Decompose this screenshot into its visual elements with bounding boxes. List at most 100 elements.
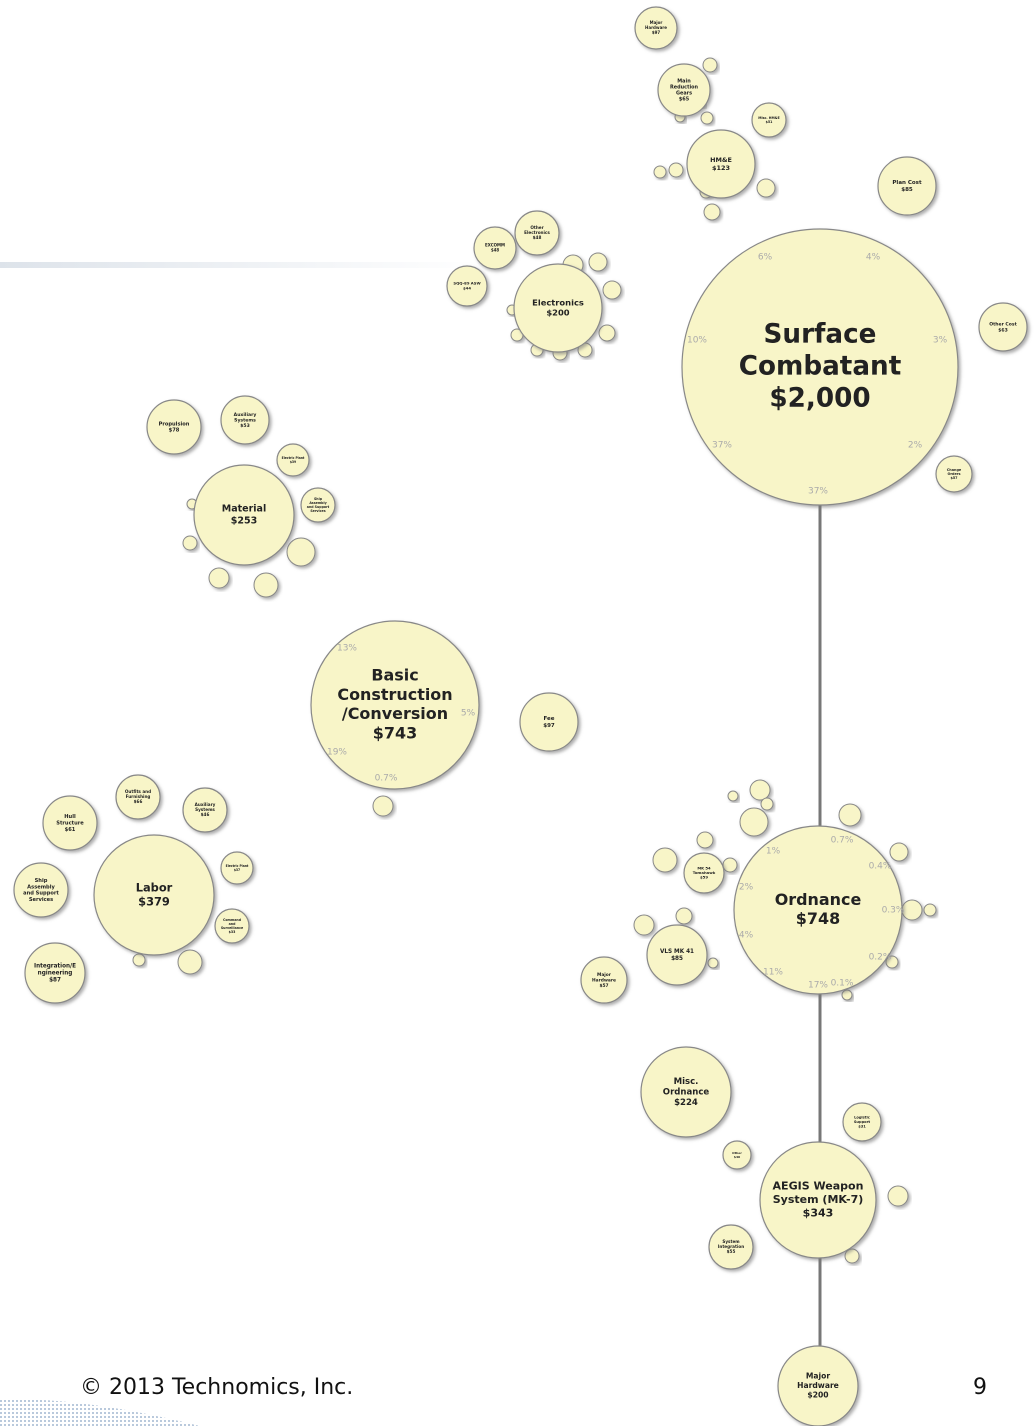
bubble-label: Gears — [676, 91, 692, 97]
percent-label: 13% — [337, 644, 357, 654]
bubble — [514, 210, 560, 256]
small-bubble — [700, 111, 714, 125]
small-bubbles — [132, 57, 937, 1264]
percent-label: 5% — [461, 709, 476, 719]
small-bubble — [760, 797, 774, 811]
bubble-label: Ship — [314, 497, 323, 501]
bubble-label: $57 — [950, 476, 958, 480]
bubble-label: /Conversion — [342, 704, 448, 723]
bubble — [214, 908, 250, 944]
bubble-label: $200 — [807, 1390, 828, 1399]
bubble-label: Ordnance — [663, 1088, 710, 1098]
bubble-label: $63 — [998, 327, 1008, 333]
bubbles: SurfaceCombatant$2,000Ordnance$748AEGIS … — [13, 6, 1028, 1426]
percent-label: 11% — [763, 968, 783, 978]
small-bubble — [602, 280, 622, 300]
bubble-label: $78 — [169, 428, 180, 434]
bubble — [446, 265, 488, 307]
small-bubble — [703, 203, 721, 221]
bubble-label: Outfits and — [125, 789, 151, 794]
corner-pattern — [0, 1399, 200, 1426]
bubble-label: Ordnance — [775, 890, 862, 909]
bubble-label: Fee — [544, 716, 555, 722]
bubble — [681, 228, 959, 506]
bubble — [220, 851, 254, 885]
small-bubble — [675, 907, 693, 925]
percent-label: 0.3% — [882, 906, 905, 916]
small-bubble — [177, 949, 203, 975]
bubble-label: $343 — [803, 1206, 834, 1219]
bubble-label: $97 — [652, 30, 661, 35]
bubble-label: Other — [732, 1151, 742, 1155]
bubble-label: $87 — [49, 977, 61, 983]
bubble-label: Support — [854, 1120, 871, 1124]
bubble-label: Other — [530, 225, 544, 230]
small-bubble — [286, 537, 316, 567]
small-bubble — [707, 957, 719, 969]
bubble — [146, 399, 202, 455]
bubble-label: Systems — [234, 418, 256, 424]
bubble-label: and Support — [23, 891, 59, 897]
bubble-label: Auxiliary — [234, 412, 257, 418]
bubble-label: $97 — [543, 723, 555, 729]
bubble — [877, 156, 937, 216]
percent-label: 6% — [758, 253, 773, 263]
percent-label: 4% — [866, 253, 881, 263]
bubble-label: Propulsion — [159, 421, 190, 427]
bubble-label: Electronics — [524, 230, 550, 235]
bubble — [978, 302, 1028, 352]
bubble-label: Hardware — [645, 25, 667, 30]
percent-label: 0.2% — [869, 953, 892, 963]
bubble-label: $51 — [766, 120, 773, 124]
percent-label: 19% — [327, 748, 347, 758]
small-bubble — [739, 807, 769, 837]
bubble — [182, 787, 228, 833]
bubble-label: $40 — [734, 1155, 740, 1159]
bubble — [683, 852, 725, 894]
bubble-label: $748 — [796, 909, 840, 928]
bubble-label: Assembly — [309, 501, 327, 505]
bubble-label: Hardware — [592, 978, 616, 984]
percent-label: 0.1% — [831, 979, 854, 989]
bubble — [310, 620, 480, 790]
bubble-label: $44 — [463, 285, 471, 290]
small-bubble — [696, 831, 714, 849]
bubble-label: VLS MK 41 — [660, 949, 694, 955]
percent-label: 10% — [687, 336, 707, 346]
percent-label: 17% — [808, 981, 828, 991]
bubble-label: Services — [29, 897, 53, 903]
bubble-label: System (MK-7) — [773, 1193, 864, 1206]
small-bubble — [887, 1185, 909, 1207]
percent-label: 4% — [739, 931, 754, 941]
bubble-label: $66 — [134, 799, 143, 804]
bubble-label: Command — [223, 918, 242, 922]
bubble — [842, 1102, 882, 1142]
percent-label: 2% — [739, 883, 754, 893]
small-bubble — [838, 803, 862, 827]
bubble-label: Misc. — [674, 1077, 699, 1087]
small-bubble — [702, 57, 718, 73]
bubble-label: $46 — [201, 812, 210, 817]
small-bubble — [844, 1248, 860, 1264]
bubble — [708, 1224, 754, 1270]
percent-label: 0.4% — [869, 862, 892, 872]
bubble-label: Construction — [337, 685, 452, 704]
small-bubble — [885, 955, 899, 969]
small-bubble — [889, 842, 909, 862]
bubble-label: Services — [310, 509, 325, 513]
bubble — [115, 774, 161, 820]
bubble-label: $200 — [546, 308, 569, 318]
bubble-label: Integration/E — [34, 964, 76, 970]
bubble — [733, 825, 903, 995]
bubble-label: $85 — [671, 956, 683, 962]
bubble — [722, 1140, 752, 1170]
bubble-label: Integration — [718, 1244, 744, 1249]
small-bubble — [901, 899, 923, 921]
bubble-label: Hardware — [797, 1381, 839, 1390]
bubble-label: Major — [650, 20, 663, 25]
small-bubble — [253, 572, 279, 598]
header-rule — [0, 262, 480, 268]
bubble-label: Auxiliary — [195, 802, 216, 807]
bubble-label: $65 — [679, 97, 690, 103]
